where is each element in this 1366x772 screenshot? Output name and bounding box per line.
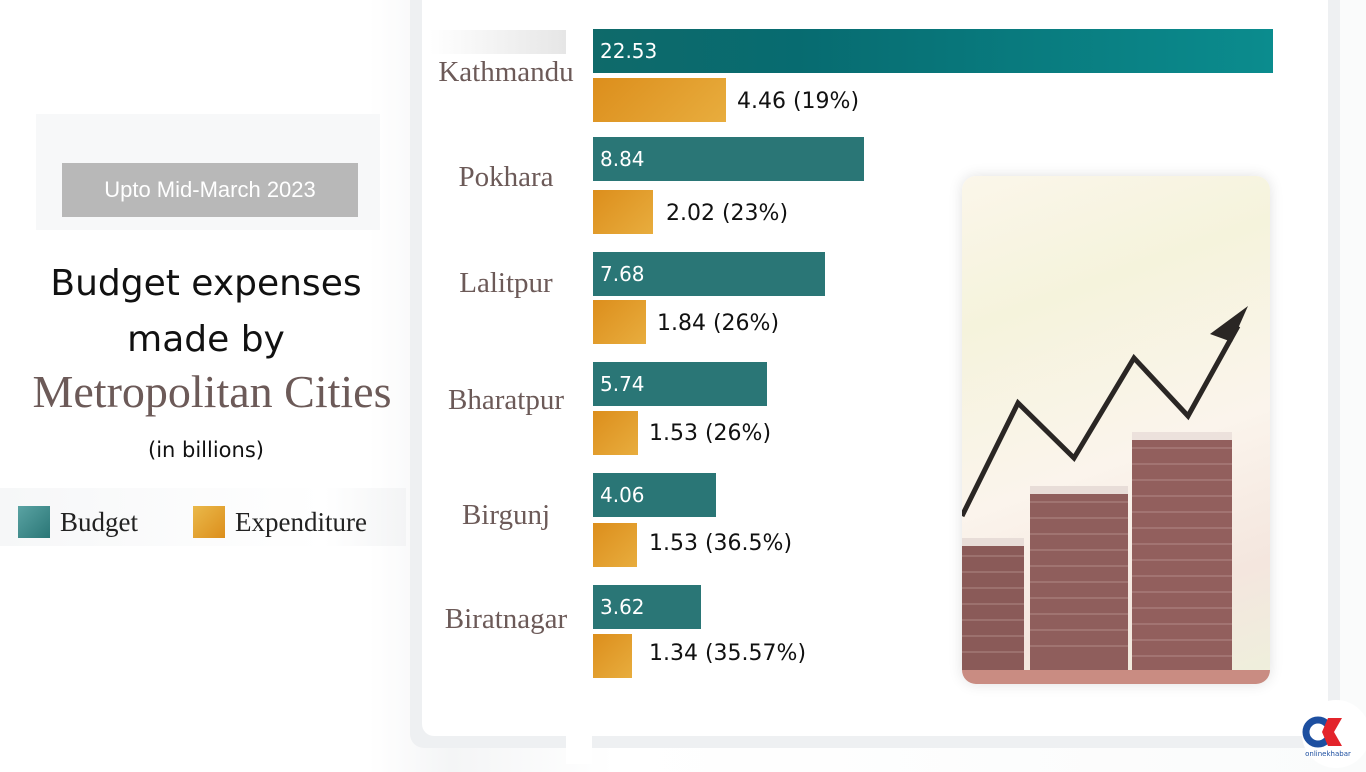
legend-label-budget: Budget [60, 506, 138, 537]
budget-bar-birgunj: 4.06 [593, 473, 716, 517]
city-label-bharatpur: Bharatpur [448, 384, 564, 416]
date-badge: Upto Mid-March 2023 [62, 163, 358, 217]
expenditure-bar-kathmandu [593, 78, 726, 122]
decor-strip [430, 30, 566, 54]
city-label-pokhara: Pokhara [458, 161, 554, 193]
expenditure-bar-lalitpur [593, 300, 646, 344]
expenditure-bar-biratnagar [593, 634, 632, 678]
logo-text: onlinekhabar [1305, 750, 1351, 758]
expenditure-label-lalitpur: 1.84 (26%) [657, 311, 780, 336]
title-line-1: Budget expenses [50, 263, 362, 304]
coin-stack-medium [1030, 486, 1128, 670]
legend-item-budget: Budget [18, 506, 138, 538]
city-label-lalitpur: Lalitpur [459, 267, 553, 299]
onlinekhabar-logo: onlinekhabar [1290, 696, 1366, 768]
city-label-biratnagar: Biratnagar [444, 603, 568, 635]
left-panel: Upto Mid-March 2023 Budget expenses made… [0, 0, 420, 768]
axis-strip [566, 14, 592, 764]
budget-bar-lalitpur: 7.68 [593, 252, 825, 296]
expenditure-bar-pokhara [593, 190, 653, 234]
expenditure-bar-birgunj [593, 523, 637, 567]
expenditure-bar-bharatpur [593, 411, 638, 455]
expenditure-label-biratnagar: 1.34 (35.57%) [649, 641, 807, 666]
budget-bar-biratnagar: 3.62 [593, 585, 701, 629]
city-label-kathmandu: Kathmandu [438, 56, 574, 88]
budget-bar-pokhara: 8.84 [593, 137, 864, 181]
coin-stack-large [1132, 432, 1232, 670]
legend: Budget Expenditure [0, 488, 406, 546]
title-line-3: Metropolitan Cities [32, 366, 392, 417]
unit-label: (in billions) [148, 438, 264, 462]
budget-bar-kathmandu: 22.53 [593, 29, 1273, 73]
legend-label-expenditure: Expenditure [235, 506, 367, 537]
coins-growth-image [962, 176, 1270, 684]
budget-swatch [18, 506, 50, 538]
budget-bar-bharatpur: 5.74 [593, 362, 767, 406]
expenditure-label-birgunj: 1.53 (36.5%) [649, 531, 793, 556]
expenditure-label-pokhara: 2.02 (23%) [666, 201, 789, 226]
legend-item-expenditure: Expenditure [193, 506, 367, 538]
expenditure-swatch [193, 506, 225, 538]
expenditure-label-bharatpur: 1.53 (26%) [649, 421, 772, 446]
city-label-birgunj: Birgunj [461, 499, 551, 531]
expenditure-label-kathmandu: 4.46 (19%) [737, 89, 860, 114]
coins-arrow-illustration [962, 306, 1270, 684]
title-line-2: made by [127, 319, 285, 360]
